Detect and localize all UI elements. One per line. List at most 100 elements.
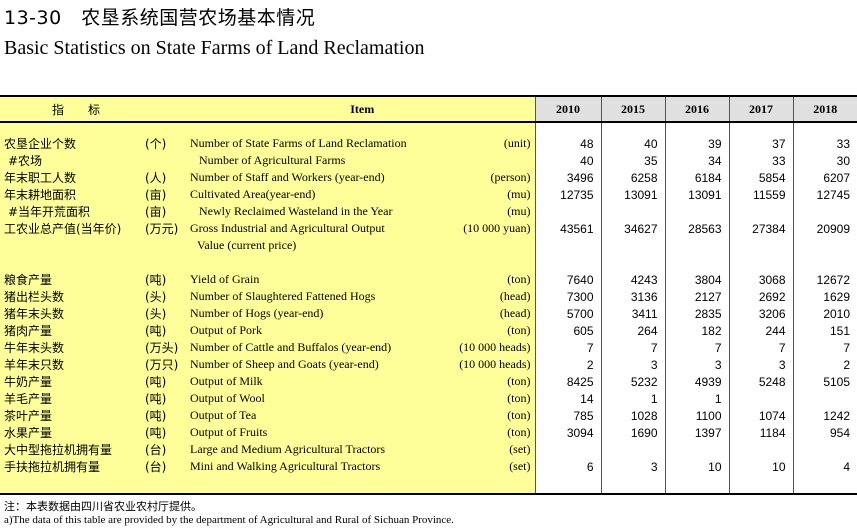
- spacer-row: [0, 122, 857, 135]
- row-unit-chinese: [143, 237, 191, 254]
- row-unit-chinese: (吨): [143, 424, 191, 441]
- value-cell-2016: 34: [664, 152, 730, 169]
- value-cell-2010: 40: [534, 152, 602, 169]
- value-cell-2016: 6184: [664, 169, 730, 186]
- header-year: 2017: [728, 95, 794, 123]
- row-label-english: Number of Hogs (year-end): [190, 305, 450, 322]
- value-cell-2018: 30: [792, 152, 857, 169]
- empty-cell: [190, 122, 450, 135]
- row-unit-english: (ton): [449, 407, 536, 424]
- row-unit-chinese: (台): [143, 458, 191, 475]
- table-row: 粮食产量 (吨) Yield of Grain (ton) 7640 4243 3804 30…: [0, 271, 857, 288]
- table-row: 羊年末只数 (万只) Number of Sheep and Goats (year…: [0, 356, 857, 373]
- row-unit-english: (ton): [449, 390, 536, 407]
- empty-cell: [664, 122, 730, 135]
- value-cell-2015: 1690: [600, 424, 666, 441]
- value-cell-2017: 37: [728, 135, 794, 152]
- header-year: 2015: [600, 95, 666, 123]
- row-unit-chinese: (人): [143, 169, 191, 186]
- row-unit-english: (mu): [449, 203, 536, 220]
- value-cell-2015: 5232: [600, 373, 666, 390]
- value-cell-2016: 4939: [664, 373, 730, 390]
- value-cell-2015: 1028: [600, 407, 666, 424]
- table-header-row: 指 标 Item 2010 2015 2016 2017 2018: [0, 95, 857, 123]
- value-cell-2017: 33: [728, 152, 794, 169]
- row-unit-english: (ton): [449, 373, 536, 390]
- value-cell-2017: 244: [728, 322, 794, 339]
- row-label-chinese: 年末耕地面积: [0, 186, 143, 203]
- row-label-english: Large and Medium Agricultural Tractors: [190, 441, 450, 458]
- value-cell-2017: 27384: [728, 220, 794, 237]
- table-row: #农场 Number of Agricultural Farms 40 35 34 33 3…: [0, 152, 857, 169]
- value-cell-2018: [792, 237, 857, 254]
- value-cell-2015: 3: [600, 458, 666, 475]
- empty-cell: [664, 475, 730, 495]
- empty-cell: [0, 254, 143, 271]
- value-cell-2016: 1: [664, 390, 730, 407]
- row-unit-english: [449, 152, 536, 169]
- value-cell-2017: 5854: [728, 169, 794, 186]
- row-unit-english: (person): [449, 169, 536, 186]
- value-cell-2010: 7300: [534, 288, 602, 305]
- value-cell-2018: 4: [792, 458, 857, 475]
- value-cell-2017: 3206: [728, 305, 794, 322]
- empty-cell: [143, 254, 191, 271]
- table-row: 猪肉产量 (吨) Output of Pork (ton) 605 264 182 244 15…: [0, 322, 857, 339]
- row-label-english: Value (current price): [190, 237, 450, 254]
- value-cell-2017: 11559: [728, 186, 794, 203]
- row-label-chinese: 大中型拖拉机拥有量: [0, 441, 143, 458]
- empty-cell: [792, 122, 857, 135]
- header-item: Item: [190, 95, 536, 123]
- table-row: 手扶拖拉机拥有量 (台) Mini and Walking Agricultural…: [0, 458, 857, 475]
- empty-cell: [449, 475, 536, 495]
- value-cell-2016: 3: [664, 356, 730, 373]
- value-cell-2010: 7: [534, 339, 602, 356]
- row-unit-chinese: (吨): [143, 390, 191, 407]
- empty-cell: [534, 475, 602, 495]
- row-label-english: Output of Milk: [190, 373, 450, 390]
- row-unit-chinese: (万元): [143, 220, 191, 237]
- table-row: 大中型拖拉机拥有量 (台) Large and Medium Agricultura…: [0, 441, 857, 458]
- value-cell-2017: 10: [728, 458, 794, 475]
- row-label-english: Number of Sheep and Goats (year-end): [190, 356, 450, 373]
- table-row: 牛年末头数 (万头) Number of Cattle and Buffalos (…: [0, 339, 857, 356]
- value-cell-2016: 7: [664, 339, 730, 356]
- value-cell-2018: 12672: [792, 271, 857, 288]
- empty-cell: [792, 475, 857, 495]
- row-label-english: Mini and Walking Agricultural Tractors: [190, 458, 450, 475]
- row-label-english: Cultivated Area(year-end): [190, 186, 450, 203]
- value-cell-2015: 13091: [600, 186, 666, 203]
- value-cell-2016: 13091: [664, 186, 730, 203]
- table-row: 工农业总产值(当年价) (万元) Gross Industrial and Agri…: [0, 220, 857, 237]
- row-label-chinese: 猪肉产量: [0, 322, 143, 339]
- value-cell-2010: [534, 237, 602, 254]
- row-label-english: Gross Industrial and Agricultural Output: [190, 220, 450, 237]
- footnote-chinese: 注：本表数据由四川省农业农村厅提供。: [4, 500, 202, 513]
- empty-cell: [534, 122, 602, 135]
- value-cell-2010: 6: [534, 458, 602, 475]
- table-row: 水果产量 (吨) Output of Fruits (ton) 3094 1690 1397…: [0, 424, 857, 441]
- empty-cell: [792, 254, 857, 271]
- value-cell-2015: 264: [600, 322, 666, 339]
- table-row: 茶叶产量 (吨) Output of Tea (ton) 785 1028 1100 1074…: [0, 407, 857, 424]
- row-label-chinese: 粮食产量: [0, 271, 143, 288]
- value-cell-2016: 3804: [664, 271, 730, 288]
- empty-cell: [600, 475, 666, 495]
- row-unit-english: (mu): [449, 186, 536, 203]
- row-unit-chinese: (头): [143, 288, 191, 305]
- empty-cell: [728, 475, 794, 495]
- value-cell-2015: [600, 203, 666, 220]
- row-unit-english: (unit): [449, 135, 536, 152]
- value-cell-2010: 2: [534, 356, 602, 373]
- row-unit-chinese: (吨): [143, 271, 191, 288]
- value-cell-2017: [728, 203, 794, 220]
- row-label-english: Output of Pork: [190, 322, 450, 339]
- row-unit-chinese: (万头): [143, 339, 191, 356]
- value-cell-2015: 34627: [600, 220, 666, 237]
- row-unit-chinese: (个): [143, 135, 191, 152]
- value-cell-2017: 7: [728, 339, 794, 356]
- value-cell-2017: 5248: [728, 373, 794, 390]
- table-row: 年末职工人数 (人) Number of Staff and Workers (ye…: [0, 169, 857, 186]
- value-cell-2010: [534, 441, 602, 458]
- header-indicator: 指 标: [0, 95, 191, 123]
